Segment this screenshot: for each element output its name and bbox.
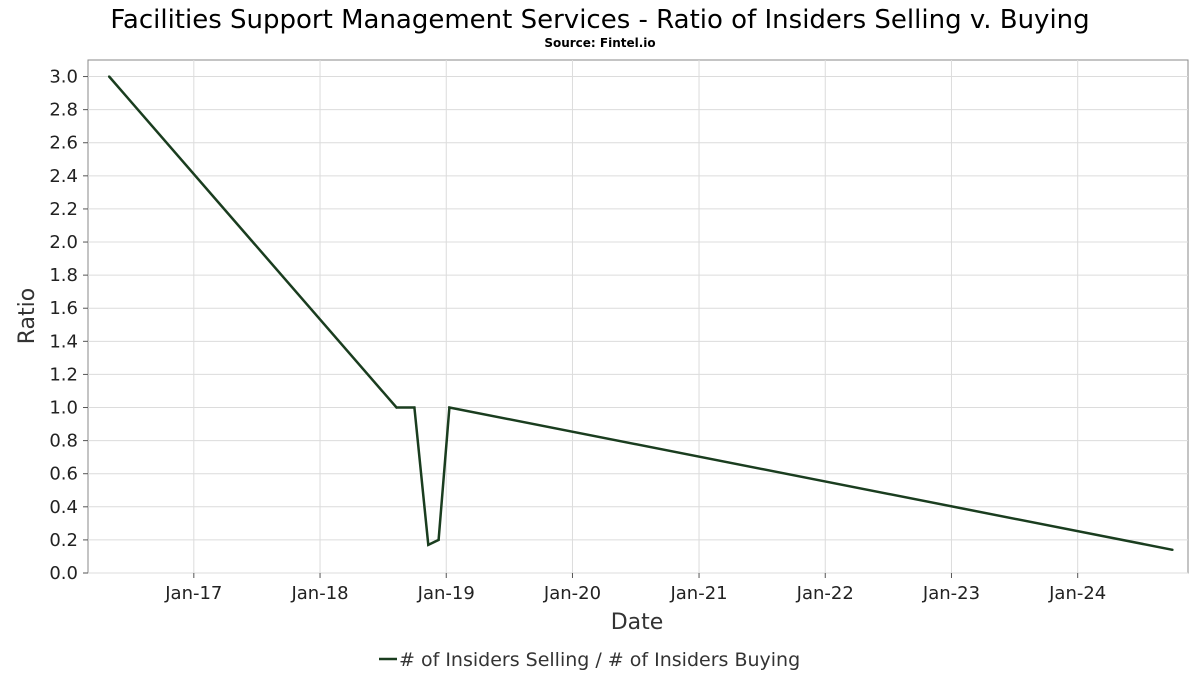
data-point (395, 406, 398, 409)
chart-subtitle: Source: Fintel.io (544, 36, 655, 50)
y-axis-ticks: 0.0 0.2 0.4 0.6 0.8 1.0 1.2 1.4 1.6 1.8 2.0 2.2 2.4 2… (49, 67, 88, 584)
data-point (427, 543, 430, 547)
legend: # of Insiders Selling / # of Insiders Bu… (379, 649, 800, 671)
y-tick-label: 0.0 (49, 563, 78, 584)
y-axis-label: Ratio (15, 288, 40, 344)
grid-lines (88, 60, 1188, 574)
chart-title: Facilities Support Management Services -… (110, 5, 1089, 35)
y-tick-label: 2.6 (49, 133, 78, 154)
x-axis-label: Date (611, 610, 664, 635)
y-tick-label: 0.8 (49, 431, 78, 452)
y-tick-label: 1.6 (49, 298, 78, 319)
plot-area (87, 59, 1189, 574)
x-tick-label: Jan-19 (417, 583, 475, 604)
data-point (1171, 548, 1174, 552)
x-tick-label: Jan-22 (796, 583, 854, 604)
y-tick-label: 0.4 (49, 497, 78, 518)
series-layer (107, 75, 1174, 552)
y-tick-label: 2.4 (49, 166, 78, 187)
data-point (107, 75, 111, 78)
legend-label: # of Insiders Selling / # of Insiders Bu… (399, 649, 800, 671)
data-point (448, 406, 451, 409)
y-tick-label: 0.6 (49, 464, 78, 485)
x-axis-ticks: Jan-17 Jan-18 Jan-19 Jan-20 Jan-21 Jan-22 Jan-… (164, 573, 1106, 604)
y-tick-label: 0.2 (49, 530, 78, 551)
y-tick-label: 2.0 (49, 232, 78, 253)
x-tick-label: Jan-18 (290, 583, 348, 604)
y-tick-label: 1.4 (49, 331, 78, 352)
y-tick-label: 2.8 (49, 100, 78, 121)
y-tick-label: 1.2 (49, 364, 78, 385)
x-tick-label: Jan-23 (922, 583, 980, 604)
y-tick-label: 2.2 (49, 199, 78, 220)
x-tick-label: Jan-17 (164, 583, 222, 604)
data-point (413, 406, 416, 409)
data-point (437, 538, 440, 542)
y-tick-label: 1.8 (49, 265, 78, 286)
y-tick-label: 3.0 (49, 67, 78, 88)
x-tick-label: Jan-20 (543, 583, 601, 604)
x-tick-label: Jan-24 (1048, 583, 1106, 604)
x-tick-label: Jan-21 (669, 583, 727, 604)
y-tick-label: 1.0 (49, 398, 78, 419)
